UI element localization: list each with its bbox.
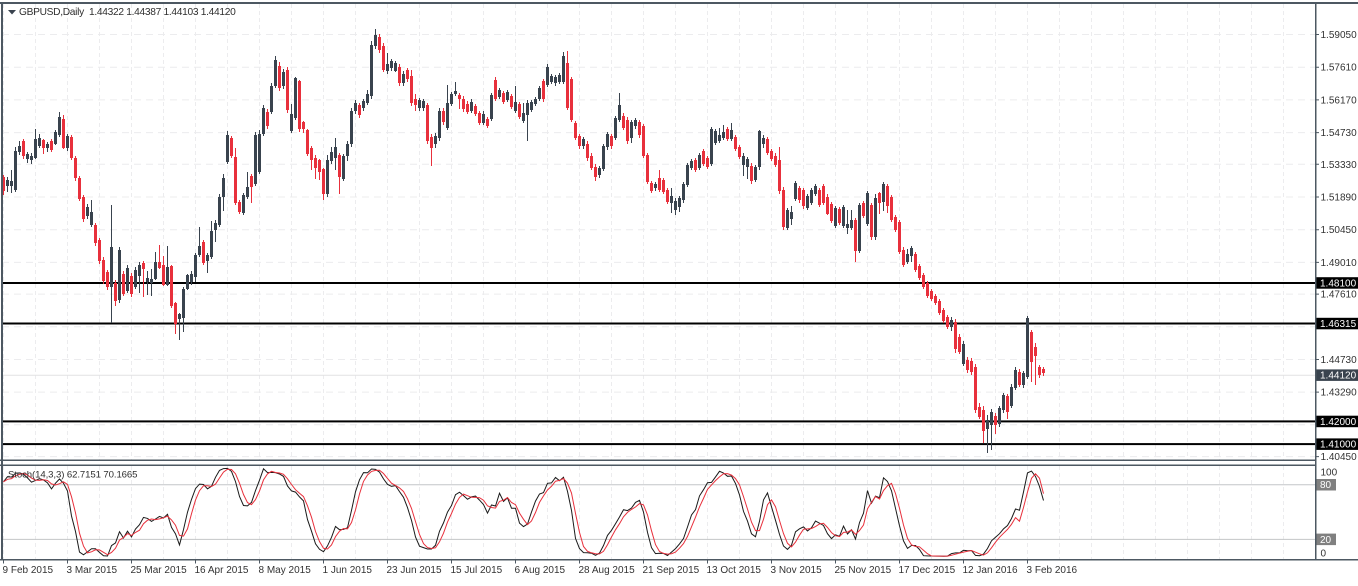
- svg-text:15 Jul 2015: 15 Jul 2015: [451, 565, 503, 576]
- svg-text:1.57610: 1.57610: [1321, 63, 1358, 74]
- svg-text:1.51890: 1.51890: [1321, 193, 1358, 204]
- svg-text:0: 0: [1321, 549, 1327, 560]
- svg-text:17 Dec 2015: 17 Dec 2015: [899, 565, 956, 576]
- svg-text:1.46315: 1.46315: [1320, 319, 1357, 330]
- svg-text:1.43290: 1.43290: [1321, 388, 1358, 399]
- svg-text:1.47610: 1.47610: [1321, 290, 1358, 301]
- svg-text:20: 20: [1320, 535, 1332, 546]
- svg-text:13 Oct 2015: 13 Oct 2015: [707, 565, 762, 576]
- svg-text:25 Mar 2015: 25 Mar 2015: [131, 565, 188, 576]
- svg-text:1.48100: 1.48100: [1320, 279, 1357, 290]
- svg-text:1.44730: 1.44730: [1321, 355, 1358, 366]
- svg-text:1.49010: 1.49010: [1321, 258, 1358, 269]
- svg-text:1.56170: 1.56170: [1321, 95, 1358, 106]
- svg-text:1.40450: 1.40450: [1321, 452, 1358, 463]
- svg-text:1.50450: 1.50450: [1321, 225, 1358, 236]
- svg-text:1.54730: 1.54730: [1321, 128, 1358, 139]
- svg-text:3 Nov 2015: 3 Nov 2015: [771, 565, 823, 576]
- svg-text:23 Jun 2015: 23 Jun 2015: [387, 565, 442, 576]
- svg-text:1 Jun 2015: 1 Jun 2015: [323, 565, 373, 576]
- svg-text:6 Aug 2015: 6 Aug 2015: [515, 565, 566, 576]
- svg-text:3 Mar 2015: 3 Mar 2015: [67, 565, 118, 576]
- svg-text:1.42000: 1.42000: [1320, 417, 1357, 428]
- svg-text:16 Apr 2015: 16 Apr 2015: [195, 565, 249, 576]
- svg-text:9 Feb 2015: 9 Feb 2015: [3, 565, 54, 576]
- svg-text:80: 80: [1320, 480, 1332, 491]
- svg-text:8 May 2015: 8 May 2015: [259, 565, 312, 576]
- svg-text:1.41000: 1.41000: [1320, 440, 1357, 451]
- svg-text:25 Nov 2015: 25 Nov 2015: [835, 565, 892, 576]
- svg-text:1.53330: 1.53330: [1321, 160, 1358, 171]
- svg-text:21 Sep 2015: 21 Sep 2015: [643, 565, 700, 576]
- svg-text:1.59050: 1.59050: [1321, 30, 1358, 41]
- svg-text:Stoch(14,3,3) 62.7151 70.1665: Stoch(14,3,3) 62.7151 70.1665: [8, 470, 137, 481]
- svg-text:3 Feb 2016: 3 Feb 2016: [1027, 565, 1078, 576]
- svg-text:28 Aug 2015: 28 Aug 2015: [579, 565, 636, 576]
- svg-text:12 Jan 2016: 12 Jan 2016: [963, 565, 1018, 576]
- svg-text:1.44120: 1.44120: [1320, 371, 1357, 382]
- svg-text:100: 100: [1321, 468, 1338, 479]
- svg-text:GBPUSD,Daily 1.44322 1.44387: GBPUSD,Daily 1.44322 1.44387 1.44103 1.4…: [19, 7, 236, 18]
